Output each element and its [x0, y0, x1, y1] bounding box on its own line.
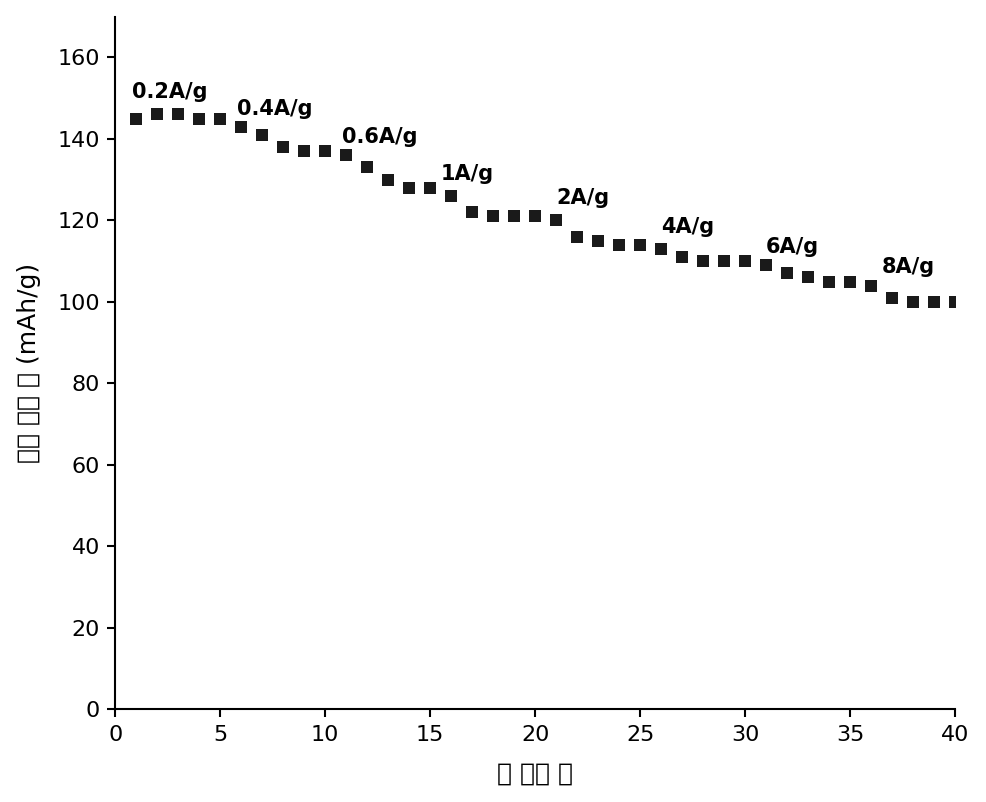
Point — [821, 275, 837, 288]
Y-axis label: 放电 比容 量 (mAh/g): 放电 比容 量 (mAh/g) — [17, 263, 40, 463]
Point — [842, 275, 858, 288]
Point — [317, 144, 333, 157]
Point — [632, 238, 648, 251]
Text: 0.2A/g: 0.2A/g — [132, 83, 207, 102]
Point — [905, 295, 921, 308]
Point — [864, 279, 880, 292]
Point — [171, 108, 186, 121]
Point — [779, 267, 795, 280]
Point — [359, 161, 375, 174]
Point — [464, 206, 480, 219]
Point — [926, 295, 942, 308]
Point — [674, 251, 690, 264]
Point — [738, 255, 753, 268]
Point — [401, 181, 417, 194]
Point — [338, 149, 354, 162]
Point — [485, 210, 501, 223]
Text: 6A/g: 6A/g — [766, 237, 819, 257]
Text: 8A/g: 8A/g — [881, 257, 935, 277]
Point — [234, 120, 249, 133]
Text: 4A/g: 4A/g — [662, 217, 714, 237]
Point — [191, 112, 207, 125]
Point — [297, 144, 313, 157]
X-axis label: 循 环次 数: 循 环次 数 — [497, 761, 573, 785]
Point — [275, 140, 291, 153]
Text: 2A/g: 2A/g — [556, 188, 609, 209]
Point — [716, 255, 732, 268]
Point — [254, 128, 270, 141]
Point — [654, 242, 669, 255]
Point — [884, 291, 900, 304]
Point — [569, 230, 585, 243]
Text: 0.4A/g: 0.4A/g — [237, 99, 313, 119]
Point — [422, 181, 438, 194]
Point — [212, 112, 228, 125]
Text: 1A/g: 1A/g — [441, 164, 494, 184]
Point — [948, 295, 963, 308]
Point — [611, 238, 627, 251]
Text: 0.6A/g: 0.6A/g — [342, 127, 417, 147]
Point — [591, 234, 606, 247]
Point — [444, 189, 459, 202]
Point — [506, 210, 522, 223]
Point — [758, 259, 774, 272]
Point — [381, 173, 396, 186]
Point — [548, 214, 564, 227]
Point — [128, 112, 144, 125]
Point — [695, 255, 711, 268]
Point — [149, 108, 165, 121]
Point — [801, 271, 816, 284]
Point — [528, 210, 543, 223]
